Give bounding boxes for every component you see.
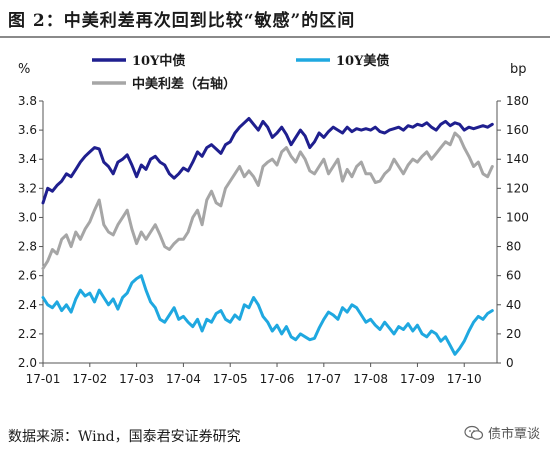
title-divider [0,36,550,38]
right-tick-label: 20 [506,327,521,341]
left-tick-label: 3.0 [18,210,37,224]
right-tick-label: 40 [506,298,521,312]
left-tick-label: 3.6 [18,123,37,137]
right-tick-label: 160 [506,123,529,137]
left-tick-label: 2.8 [18,240,37,254]
source-note: 数据来源：Wind，国泰君安证券研究 [8,429,241,445]
x-tick-label: 17-07 [306,372,341,386]
watermark-text: 债市覃谈 [487,427,540,442]
series-line-2 [41,131,494,270]
right-tick-label: 60 [506,269,521,283]
right-tick-label: 100 [506,210,529,224]
x-tick-label: 17-03 [119,372,154,386]
left-tick-label: 2.6 [18,269,37,283]
wechat-icon [464,425,484,440]
line-chart: % bp 3.8 3.6 3.4 3.2 3.0 2.8 2.6 2.4 2.2 2.0 180 160 1… [18,53,529,386]
x-tick-label: 17-08 [353,372,388,386]
right-tick-label: 120 [506,181,529,195]
left-tick-label: 2.2 [18,327,37,341]
left-axis-unit: % [18,62,30,77]
x-tick-label: 17-06 [260,372,295,386]
legend-label: 10Y中债 [132,53,185,69]
x-tick-label: 17-05 [213,372,248,386]
x-tick-label: 17-02 [72,372,107,386]
right-axis-unit: bp [510,62,527,77]
series-line-0 [41,117,494,205]
right-tick-label: 180 [506,94,529,108]
legend-label: 10Y美债 [336,53,389,69]
right-tick-label: 140 [506,152,529,166]
right-tick-label: 80 [506,240,521,254]
x-tick-label: 17-04 [166,372,201,386]
x-tick-label: 17-09 [400,372,435,386]
left-tick-label: 3.2 [18,181,37,195]
series-line-1 [41,274,494,356]
left-tick-label: 2.0 [18,356,37,370]
x-tick-label: 17-10 [447,372,482,386]
legend-label: 中美利差（右轴） [132,76,236,92]
left-tick-label: 3.8 [18,94,37,108]
watermark: 债市覃谈 [464,423,540,442]
chart-title: 图 2：中美利差再次回到比较“敏感”的区间 [8,11,356,31]
right-tick-label: 0 [506,356,514,370]
x-tick-label: 17-01 [26,372,61,386]
left-tick-label: 3.4 [18,152,37,166]
left-tick-label: 2.4 [18,298,37,312]
